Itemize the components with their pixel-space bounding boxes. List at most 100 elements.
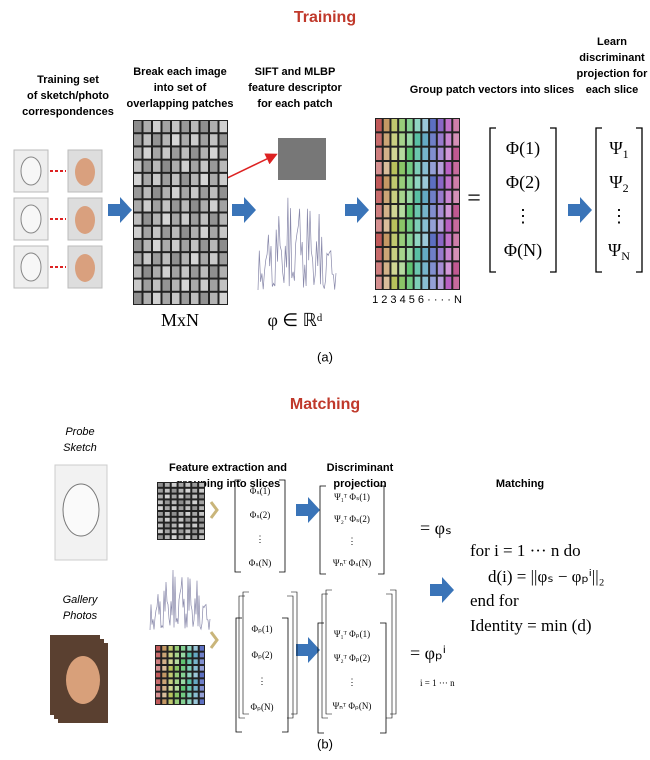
phi-entry: ⋮ xyxy=(514,206,532,226)
patch xyxy=(199,489,204,493)
patch xyxy=(199,535,204,539)
gallery-projection-entry: ⋮ xyxy=(348,677,357,687)
patch xyxy=(163,161,171,172)
patch xyxy=(446,162,452,174)
patch xyxy=(169,693,173,698)
patch xyxy=(446,191,452,203)
patch xyxy=(446,277,452,289)
patch xyxy=(181,679,185,684)
patch xyxy=(134,187,142,198)
patch xyxy=(153,214,161,225)
patch xyxy=(453,191,459,203)
patch xyxy=(134,161,142,172)
patch xyxy=(169,673,173,678)
patch xyxy=(165,489,170,493)
patch xyxy=(430,119,436,131)
patch xyxy=(181,686,185,691)
patch xyxy=(399,148,405,160)
phi-entry: Φ(2) xyxy=(506,172,540,193)
patch xyxy=(220,134,228,145)
patch xyxy=(179,524,184,528)
patch xyxy=(192,483,197,487)
patch xyxy=(144,253,152,264)
patch xyxy=(384,205,390,217)
patch xyxy=(162,699,166,704)
patch xyxy=(201,214,209,225)
patch xyxy=(210,253,218,264)
patch xyxy=(201,147,209,158)
patch xyxy=(175,693,179,698)
patch xyxy=(134,266,142,277)
step-label: Learn xyxy=(597,36,627,48)
patch xyxy=(172,240,180,251)
patch xyxy=(199,512,204,516)
patch xyxy=(210,134,218,145)
patch xyxy=(163,134,171,145)
patch xyxy=(134,134,142,145)
patch xyxy=(446,148,452,160)
patch xyxy=(158,495,163,499)
face xyxy=(75,206,95,234)
patch xyxy=(158,524,163,528)
patch xyxy=(407,162,413,174)
face xyxy=(75,158,95,186)
patch xyxy=(191,214,199,225)
patch xyxy=(158,500,163,504)
patch xyxy=(415,234,421,246)
slice-index: 1 2 3 4 5 6 · · · · N xyxy=(372,294,462,306)
patch xyxy=(422,191,428,203)
patch xyxy=(430,162,436,174)
patch xyxy=(163,280,171,291)
patch xyxy=(201,174,209,185)
patch xyxy=(399,191,405,203)
patch xyxy=(430,262,436,274)
patch xyxy=(407,148,413,160)
patch xyxy=(430,277,436,289)
psi-symbol: Ψ xyxy=(609,138,623,158)
patch xyxy=(415,133,421,145)
patch xyxy=(185,524,190,528)
gallery-label: Photos xyxy=(63,610,98,622)
patch xyxy=(182,280,190,291)
patch xyxy=(422,248,428,260)
patch xyxy=(182,214,190,225)
section-title: Matching xyxy=(290,396,360,413)
phi-entry: Φ(N) xyxy=(504,240,542,261)
patch xyxy=(175,666,179,671)
patch xyxy=(210,227,218,238)
patch xyxy=(144,293,152,304)
psi-entry: ΨN xyxy=(608,240,630,263)
patch xyxy=(185,489,190,493)
descriptor-histogram xyxy=(258,198,336,290)
psi-symbol: Ψ xyxy=(609,172,623,192)
patch xyxy=(391,162,397,174)
algorithm-line: d(i) = ||φₛ − φₚⁱ||₂ xyxy=(488,567,605,586)
patch xyxy=(407,277,413,289)
patch xyxy=(220,200,228,211)
patch xyxy=(192,535,197,539)
patch xyxy=(163,253,171,264)
patch xyxy=(194,693,198,698)
patch xyxy=(220,214,228,225)
patch xyxy=(158,535,163,539)
patch xyxy=(201,187,209,198)
flow-arrow xyxy=(108,197,132,223)
patch xyxy=(134,240,142,251)
patch xyxy=(201,240,209,251)
patch xyxy=(187,699,191,704)
patch xyxy=(438,133,444,145)
flow-arrow xyxy=(296,637,320,663)
patch xyxy=(201,227,209,238)
patch xyxy=(163,214,171,225)
patch xyxy=(163,227,171,238)
psi-subscript: N xyxy=(621,249,630,263)
patch xyxy=(172,121,180,132)
patch xyxy=(165,500,170,504)
patch xyxy=(446,119,452,131)
patch xyxy=(422,205,428,217)
patch xyxy=(438,176,444,188)
patch xyxy=(175,673,179,678)
patch xyxy=(201,161,209,172)
step-label: into set of xyxy=(154,82,207,94)
gallery-entry: Φₚ(2) xyxy=(252,650,273,660)
